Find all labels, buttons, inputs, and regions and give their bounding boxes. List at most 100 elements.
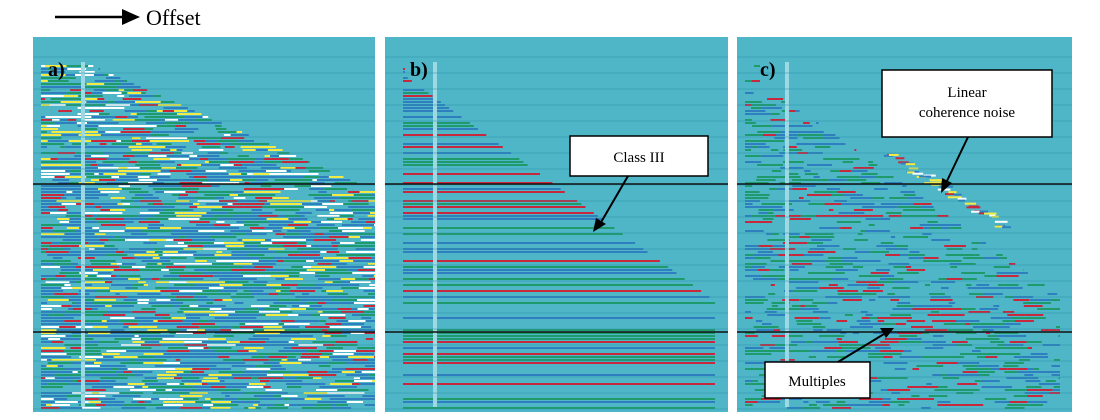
trace-event <box>258 311 281 313</box>
trace-event <box>47 68 52 70</box>
trace-event <box>868 356 884 358</box>
trace-event <box>930 224 952 226</box>
class-iii-callout: Class III <box>569 135 709 232</box>
trace-event <box>116 140 121 142</box>
trace-event <box>348 206 360 208</box>
trace-event <box>836 320 848 322</box>
trace-event <box>270 203 279 205</box>
trace-event <box>803 401 809 403</box>
trace-event <box>892 287 910 289</box>
trace-event <box>154 314 170 316</box>
trace-event <box>46 365 58 367</box>
trace-event <box>369 254 375 256</box>
trace-event <box>274 404 285 406</box>
trace-event <box>105 347 110 349</box>
trace-event <box>52 179 70 181</box>
trace-event <box>331 263 347 265</box>
trace-event <box>41 356 66 358</box>
trace-event <box>45 377 55 379</box>
trace-event <box>812 233 834 235</box>
trace-event <box>261 194 276 196</box>
trace-event <box>146 137 165 139</box>
trace-event <box>403 191 565 193</box>
trace-event <box>191 323 215 325</box>
trace-event <box>792 188 807 190</box>
trace-event <box>773 209 794 211</box>
trace-event <box>924 329 948 331</box>
trace-event <box>745 149 752 151</box>
trace-event <box>317 401 326 403</box>
trace-event <box>189 305 199 307</box>
trace-event <box>216 251 223 253</box>
trace-event <box>321 221 343 223</box>
trace-event <box>977 371 995 373</box>
trace-event <box>184 116 203 118</box>
trace-event <box>202 182 220 184</box>
trace-event <box>84 398 99 400</box>
trace-event <box>131 371 153 373</box>
trace-event <box>890 299 900 301</box>
trace-event <box>846 404 865 406</box>
trace-event <box>203 377 218 379</box>
trace-event <box>309 299 332 301</box>
trace-event <box>251 305 270 307</box>
trace-event <box>122 203 131 205</box>
trace-event <box>215 125 222 127</box>
trace-event <box>61 134 79 136</box>
trace-event <box>141 308 156 310</box>
trace-event <box>153 356 174 358</box>
trace-event <box>171 140 190 142</box>
trace-event <box>41 275 56 277</box>
trace-event <box>89 110 104 112</box>
trace-event <box>816 215 840 217</box>
trace-event <box>86 176 112 178</box>
trace-event <box>363 290 375 292</box>
trace-event <box>231 320 252 322</box>
trace-event <box>88 305 106 307</box>
trace-event <box>358 287 375 289</box>
trace-event <box>278 155 297 157</box>
trace-event <box>318 191 327 193</box>
trace-event <box>41 119 53 121</box>
trace-event <box>146 110 157 112</box>
noise-event <box>989 214 996 217</box>
trace-event <box>120 140 132 142</box>
trace-event <box>130 389 156 391</box>
trace-event <box>41 203 62 205</box>
trace-event <box>924 347 944 349</box>
trace-event <box>271 365 282 367</box>
trace-event <box>189 221 210 223</box>
trace-event <box>788 359 795 361</box>
trace-event <box>41 185 54 187</box>
trace-event <box>930 365 944 367</box>
trace-event <box>154 365 166 367</box>
trace-event <box>1006 377 1028 379</box>
trace-event <box>136 113 162 115</box>
trace-event <box>55 275 66 277</box>
trace-event <box>98 131 106 133</box>
trace-event <box>314 233 324 235</box>
trace-event <box>223 134 231 136</box>
trace-event <box>327 329 342 331</box>
trace-event <box>901 317 912 319</box>
trace-event <box>927 314 941 316</box>
trace-event <box>66 83 87 85</box>
trace-event <box>109 209 126 211</box>
trace-event <box>162 254 181 256</box>
trace-event <box>926 383 932 385</box>
trace-event <box>340 179 348 181</box>
trace-event <box>48 338 61 340</box>
trace-event <box>216 293 231 295</box>
trace-event <box>844 314 853 316</box>
trace-event <box>108 239 125 241</box>
trace-event <box>41 68 48 70</box>
trace-event <box>289 323 310 325</box>
trace-event <box>285 350 308 352</box>
trace-event <box>145 131 151 133</box>
trace-event <box>41 383 48 385</box>
trace-event <box>41 143 65 145</box>
trace-event <box>903 194 916 196</box>
trace-event <box>57 158 84 160</box>
trace-event <box>841 347 858 349</box>
